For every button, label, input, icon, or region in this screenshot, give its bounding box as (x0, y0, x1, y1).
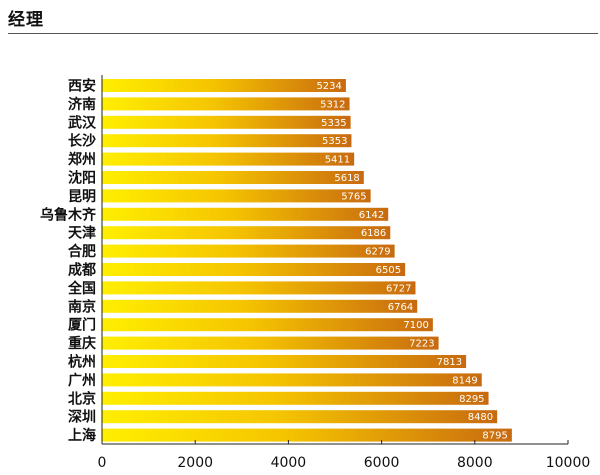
value-label: 8295 (459, 394, 484, 405)
value-label: 5765 (341, 191, 366, 202)
page-title: 经理 (8, 10, 44, 30)
bar-4 (102, 152, 355, 166)
bar-5 (102, 171, 364, 184)
bar-2 (102, 115, 351, 129)
bar-0 (102, 79, 346, 92)
value-label: 6764 (388, 302, 413, 313)
category-label: 成都 (68, 262, 96, 279)
value-label: 6505 (376, 265, 401, 276)
bar-13 (102, 318, 433, 332)
x-tick-label: 10000 (546, 455, 591, 471)
bar-10 (102, 263, 406, 276)
value-label: 5335 (321, 118, 346, 129)
category-label: 上海 (68, 427, 96, 444)
value-label: 6142 (359, 210, 384, 221)
category-label: 沈阳 (68, 170, 96, 187)
category-label: 郑州 (68, 151, 96, 168)
category-label: 广州 (68, 372, 96, 389)
category-label: 重庆 (68, 335, 96, 352)
category-label: 武汉 (68, 114, 97, 131)
bar-11 (102, 281, 416, 295)
value-label: 7100 (403, 320, 428, 331)
bar-15 (102, 355, 467, 368)
x-tick-label: 8000 (457, 455, 493, 471)
bar-18 (102, 410, 498, 424)
bar-19 (102, 428, 512, 442)
value-label: 7223 (409, 339, 434, 350)
category-label: 深圳 (68, 409, 96, 426)
x-tick-label: 0 (98, 455, 107, 471)
x-tick-label: 6000 (364, 455, 400, 471)
bar-12 (102, 299, 418, 313)
value-label: 5234 (316, 81, 341, 92)
bar-14 (102, 336, 439, 350)
value-label: 5618 (334, 173, 359, 184)
bar-6 (102, 189, 371, 203)
category-label: 北京 (68, 390, 96, 407)
category-label: 昆明 (68, 189, 96, 205)
category-label: 合肥 (68, 243, 96, 260)
category-label: 全国 (67, 280, 96, 297)
category-label: 济南 (68, 96, 96, 113)
value-label: 5312 (320, 99, 345, 110)
category-label: 长沙 (68, 133, 96, 150)
bar-8 (102, 226, 391, 240)
value-label: 8795 (482, 431, 507, 442)
value-label: 6727 (386, 283, 411, 294)
value-label: 8480 (468, 412, 493, 423)
category-label: 厦门 (68, 317, 96, 334)
bar-16 (102, 373, 482, 387)
bar-7 (102, 207, 389, 221)
value-label: 7813 (437, 357, 462, 368)
bar-3 (102, 134, 352, 148)
category-label: 天津 (68, 225, 96, 242)
bar-17 (102, 391, 489, 405)
value-label: 6186 (361, 228, 386, 239)
category-label: 杭州 (68, 354, 96, 371)
value-label: 5411 (325, 155, 350, 166)
category-label: 西安 (68, 78, 96, 95)
bar-1 (102, 97, 350, 111)
x-tick-label: 2000 (177, 455, 213, 471)
category-label: 乌鲁木齐 (40, 206, 97, 223)
bar-9 (102, 244, 395, 258)
value-label: 5353 (322, 136, 347, 147)
value-label: 6279 (365, 247, 390, 258)
x-tick-label: 4000 (271, 455, 307, 471)
value-label: 8149 (452, 375, 477, 386)
category-label: 南京 (68, 298, 96, 315)
title-divider (8, 33, 598, 34)
